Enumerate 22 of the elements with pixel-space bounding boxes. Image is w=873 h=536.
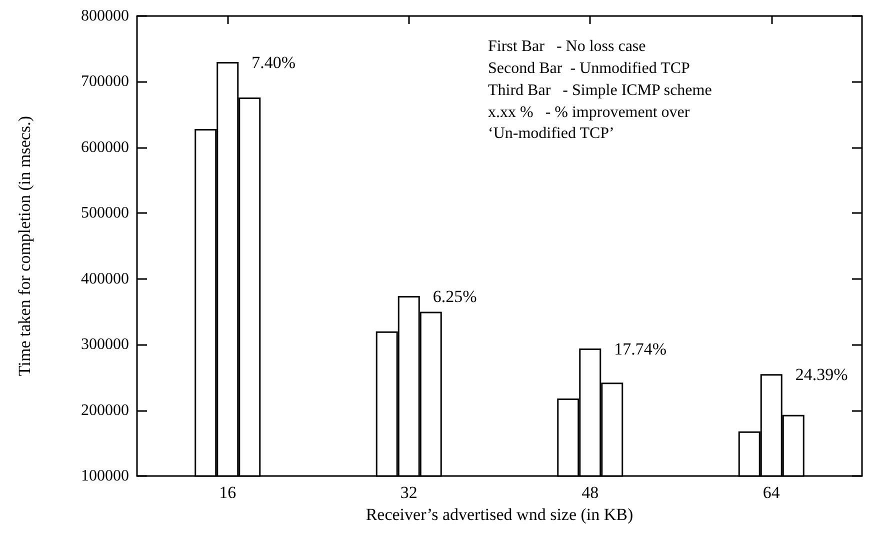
y-tick-label: 500000 <box>81 204 129 222</box>
x-tick-label: 32 <box>400 483 418 502</box>
x-axis-title: Receiver’s advertised wnd size (in KB) <box>366 505 634 524</box>
y-tick-label: 200000 <box>81 402 129 419</box>
x-tick-label: 48 <box>582 483 599 502</box>
annotation: 7.40% <box>252 53 296 72</box>
annotation: Third Bar - Simple ICMP scheme <box>488 82 712 99</box>
y-tick-label: 700000 <box>81 73 129 90</box>
annotation: x.xx % - % improvement over ‘Un-modified TCP’ <box>488 104 694 142</box>
y-tick-label: 400000 <box>81 270 129 288</box>
annotation: 6.25% <box>432 286 477 306</box>
x-tick-label: 16 <box>219 483 236 502</box>
y-tick-label: 300000 <box>81 336 129 354</box>
annotation: Second Bar - Unmodified TCP <box>488 60 690 77</box>
y-axis-title: Time taken for completion (in msecs.) <box>15 116 34 376</box>
annotation: First Bar - No loss case <box>488 38 646 55</box>
x-tick-label: 64 <box>762 483 780 502</box>
annotation: 24.39% <box>795 365 848 384</box>
y-tick-label: 100000 <box>81 468 129 484</box>
y-tick-label: 800000 <box>81 8 129 24</box>
annotation: 17.74% <box>614 340 667 359</box>
y-tick-label: 600000 <box>81 138 129 156</box>
